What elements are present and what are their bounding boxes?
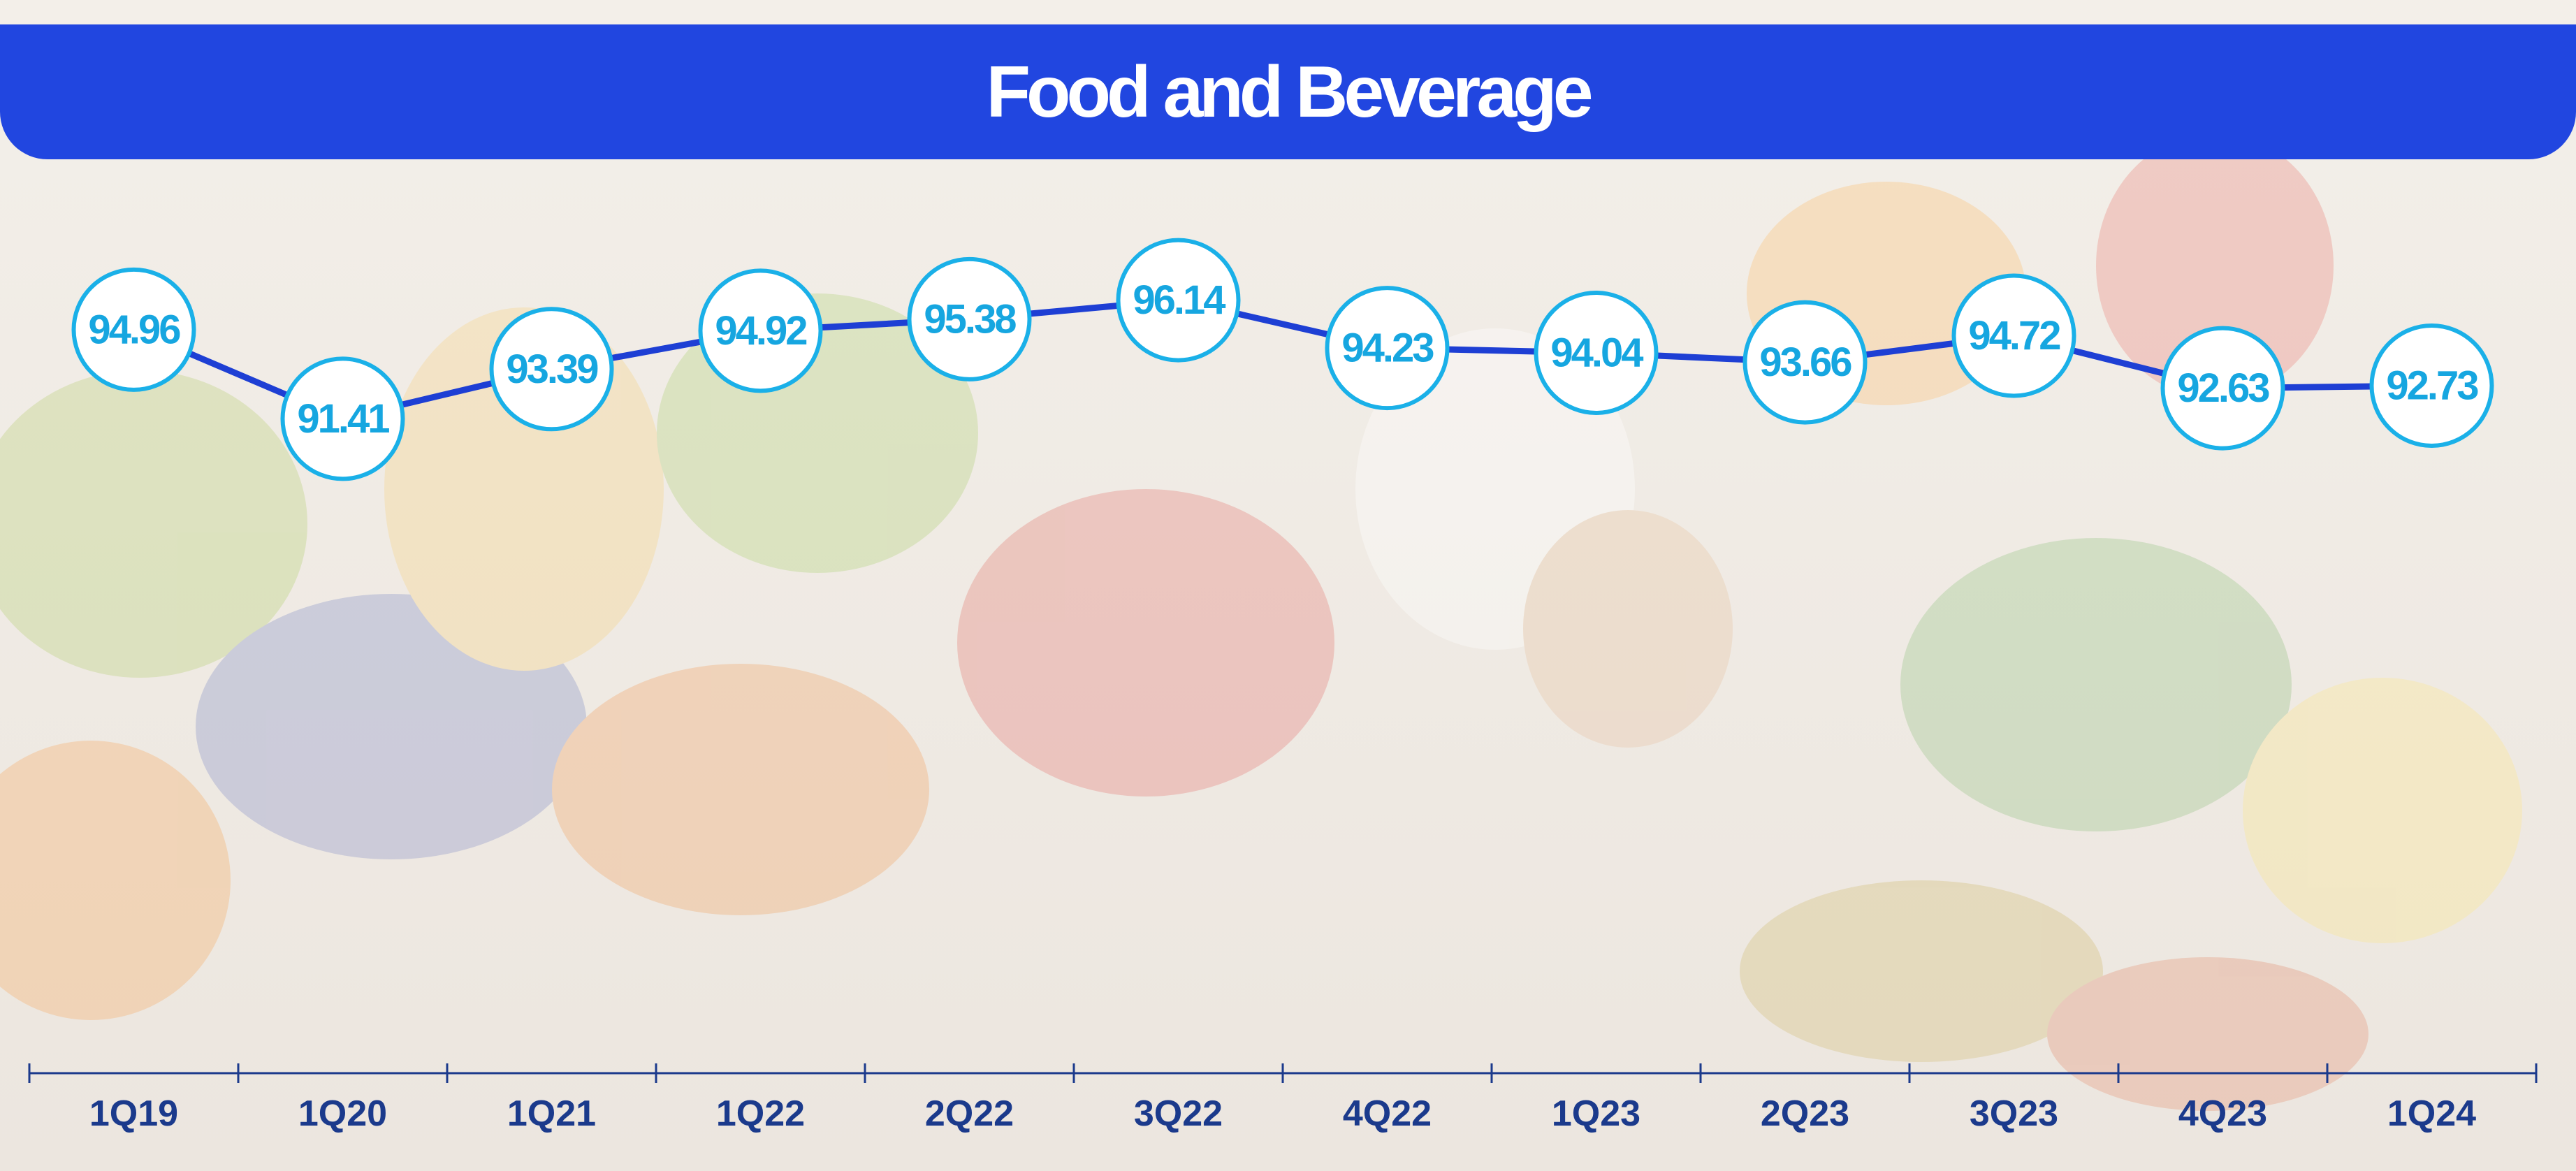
value-label: 94.96 bbox=[88, 307, 180, 352]
value-label: 93.66 bbox=[1759, 340, 1851, 385]
value-label: 94.04 bbox=[1550, 330, 1643, 375]
point bbox=[1116, 238, 1241, 363]
point bbox=[1951, 273, 2076, 398]
value-label: 94.92 bbox=[715, 308, 806, 354]
point bbox=[1742, 300, 1868, 425]
x-tick-label: 2Q22 bbox=[925, 1093, 1014, 1134]
title-bar bbox=[0, 24, 2576, 159]
x-tick-label: 3Q22 bbox=[1134, 1093, 1223, 1134]
value-label: 91.41 bbox=[297, 396, 389, 442]
value-label: 95.38 bbox=[924, 296, 1016, 342]
value-label: 94.23 bbox=[1341, 326, 1434, 371]
x-tick-label: 4Q23 bbox=[2178, 1093, 2267, 1134]
value-label: 93.39 bbox=[506, 347, 598, 392]
points: 94.96 91.41 93.39 94.92 95.38 96.14 94.23 94.04… bbox=[71, 238, 2494, 481]
chart-title: Food and Beverage bbox=[986, 52, 1591, 133]
point bbox=[1325, 286, 1450, 411]
point bbox=[907, 256, 1032, 381]
value-label: 94.72 bbox=[1968, 313, 2060, 358]
x-tick-label: 1Q21 bbox=[507, 1093, 596, 1134]
x-tick-label: 1Q20 bbox=[298, 1093, 387, 1134]
point bbox=[71, 267, 196, 392]
value-label: 92.63 bbox=[2177, 365, 2269, 411]
x-tick-label: 1Q23 bbox=[1552, 1093, 1640, 1134]
point bbox=[2160, 326, 2285, 451]
x-tick-label: 4Q22 bbox=[1343, 1093, 1432, 1134]
point bbox=[280, 356, 405, 481]
point bbox=[698, 268, 823, 393]
value-label: 92.73 bbox=[2386, 363, 2478, 408]
x-tick-label: 2Q23 bbox=[1761, 1093, 1849, 1134]
x-tick-label: 1Q24 bbox=[2387, 1093, 2476, 1134]
x-tick-label: 3Q23 bbox=[1970, 1093, 2058, 1134]
x-ticks: 1Q19 1Q20 1Q21 1Q22 2Q22 3Q22 4Q22 1Q23 2Q23 3Q23… bbox=[28, 1063, 2538, 1134]
point bbox=[1534, 290, 1659, 415]
point bbox=[489, 307, 614, 432]
x-tick-label: 1Q22 bbox=[716, 1093, 805, 1134]
point bbox=[2369, 323, 2494, 448]
x-tick-label: 1Q19 bbox=[89, 1093, 178, 1134]
value-label: 96.14 bbox=[1133, 277, 1225, 323]
